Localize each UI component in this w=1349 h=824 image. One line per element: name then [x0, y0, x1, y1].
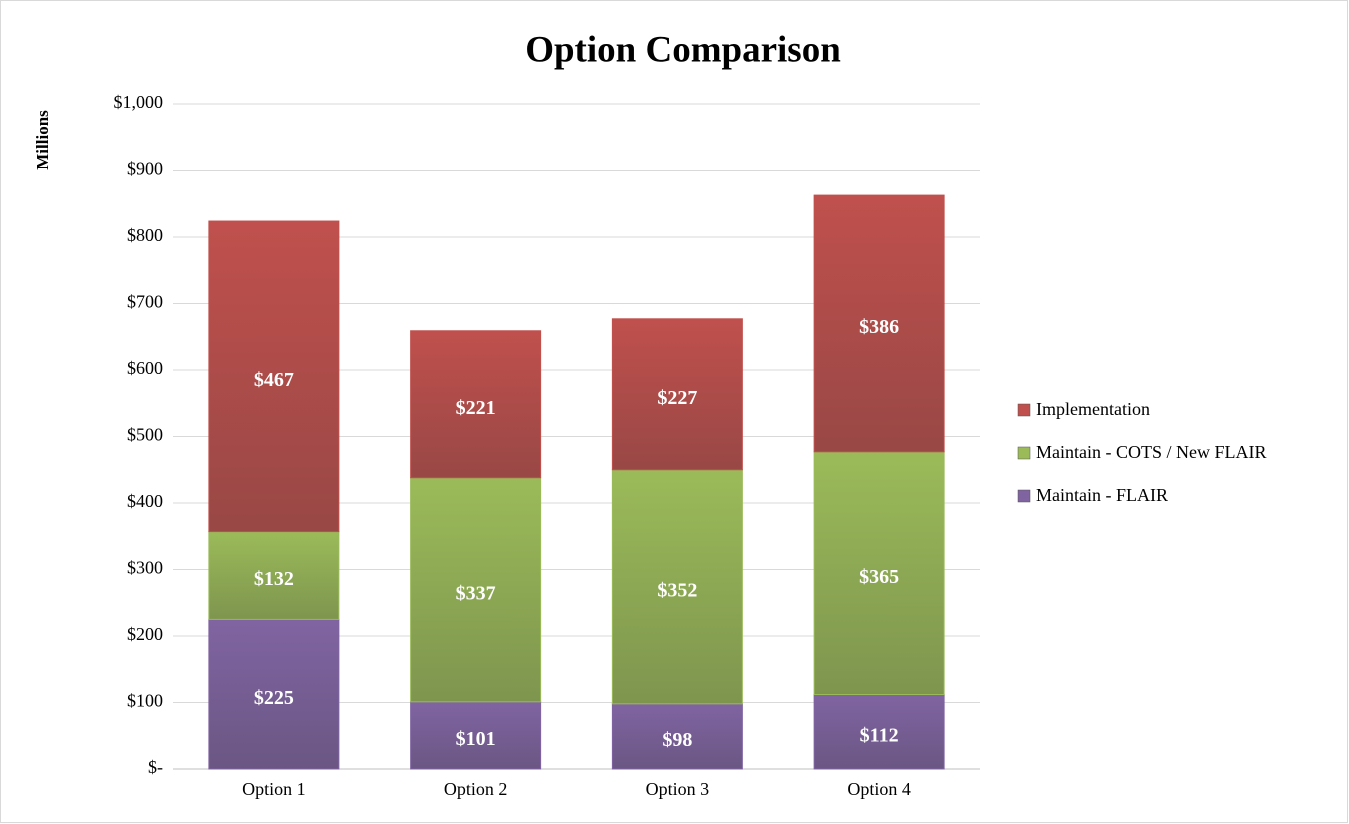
bar-segment: [208, 618, 340, 770]
data-label: $221: [456, 397, 496, 419]
data-label: $101: [456, 728, 496, 750]
y-tick-label: $1,000: [114, 92, 164, 112]
bar-segment: [208, 220, 340, 533]
y-tick-label: $500: [127, 425, 163, 445]
data-label: $132: [254, 568, 294, 590]
data-label: $337: [456, 582, 496, 604]
legend-swatch: [1017, 489, 1031, 503]
data-label: $98: [662, 729, 692, 751]
legend-label: Maintain - FLAIR: [1036, 485, 1168, 505]
data-label: $467: [254, 369, 294, 391]
x-tick-label: Option 3: [646, 779, 710, 799]
x-tick-label: Option 2: [444, 779, 508, 799]
bar-segment: [813, 694, 945, 770]
data-label: $227: [657, 387, 697, 409]
legend-swatch: [1017, 403, 1031, 417]
y-tick-label: $600: [127, 358, 163, 378]
y-tick-label: $700: [127, 292, 163, 312]
y-tick-label: $100: [127, 691, 163, 711]
y-tick-label: $400: [127, 491, 163, 511]
bar-segment: [813, 194, 945, 453]
y-tick-label: $900: [127, 159, 163, 179]
bar-segment: [611, 469, 743, 705]
bar-segment: [611, 703, 743, 770]
bar-segment: [813, 451, 945, 696]
y-tick-label: $800: [127, 225, 163, 245]
bar-segment: [410, 477, 542, 703]
x-tick-label: Option 4: [847, 779, 911, 799]
y-axis-label: Millions: [33, 110, 52, 170]
data-label: $352: [657, 579, 697, 601]
legend-label: Implementation: [1036, 399, 1150, 419]
legend-swatch: [1017, 446, 1031, 460]
x-tick-label: Option 1: [242, 779, 306, 799]
bar-segment: [410, 701, 542, 770]
data-label: $112: [860, 724, 899, 746]
chart-title: Option Comparison: [525, 29, 841, 70]
bar-segment: [208, 531, 340, 620]
bar-segment: [410, 330, 542, 479]
legend-label: Maintain - COTS / New FLAIR: [1036, 442, 1266, 462]
data-label: $365: [859, 566, 899, 588]
y-tick-label: $300: [127, 558, 163, 578]
data-label: $386: [859, 316, 899, 338]
y-tick-label: $-: [148, 757, 163, 777]
data-label: $225: [254, 687, 294, 709]
y-tick-label: $200: [127, 624, 163, 644]
bar-segment: [611, 318, 743, 471]
